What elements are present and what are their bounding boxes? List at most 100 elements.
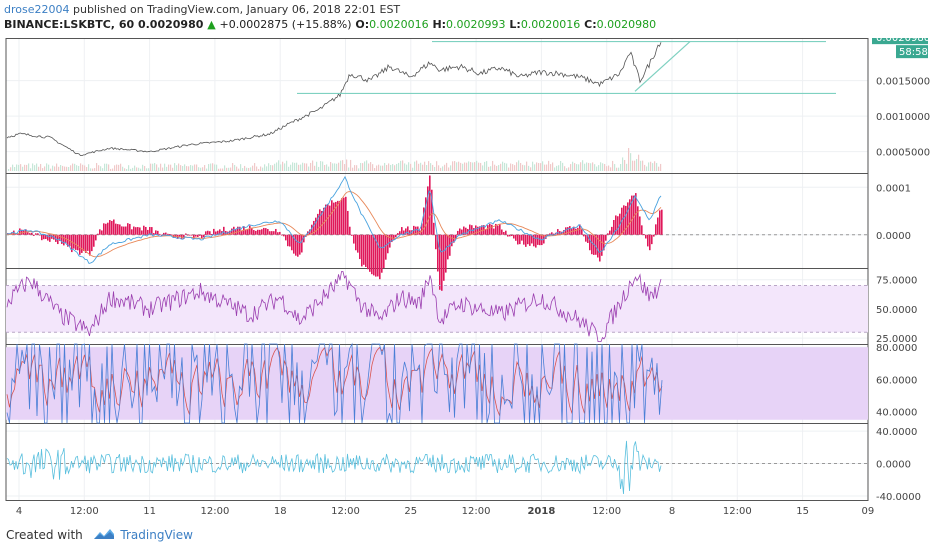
volume-bar [260,166,262,171]
volume-bar [174,163,176,171]
volume-bar [68,167,70,171]
macd-histogram-bar [219,229,221,235]
macd-histogram-bar [141,230,143,235]
x-tick-label: 12:00 [200,506,229,517]
volume-bar [66,166,68,171]
macd-histogram-bar [563,230,565,235]
volume-bar [182,166,184,171]
volume-bar [198,167,200,171]
macd-histogram-bar [19,228,21,235]
volume-bar [224,165,226,171]
volume-bar [580,162,582,171]
chart-area[interactable]: 4 12:00 11 12:00 18 12:00 25 12:00 2018 12:00 8 12:… [0,38,932,518]
macd-histogram-bar [115,223,117,235]
macd-histogram-bar [503,232,505,235]
volume-bar [572,161,574,171]
author-link[interactable]: drose22004 [4,3,70,16]
macd-histogram-bar [589,234,591,251]
macd-histogram-bar [587,234,589,243]
macd-histogram-bar [451,234,453,247]
y-tick-label: 0.0000 [876,460,911,471]
macd-histogram-bar [195,234,197,237]
volume-bar [204,165,206,171]
volume-bar [276,162,278,171]
volume-bar [600,162,602,171]
volume-bar [242,168,244,171]
macd-histogram-bar [101,230,103,235]
macd-histogram-bar [257,229,259,235]
macd-histogram-bar [519,234,521,245]
macd-histogram-bar [281,234,283,236]
macd-histogram-bar [63,234,65,246]
macd-histogram-bar [163,232,165,235]
macd-histogram-bar [421,223,423,235]
volume-bar [338,162,340,171]
macd-histogram-bar [617,216,619,235]
volume-bar [210,163,212,171]
volume-bar [122,166,124,171]
volume-bar [576,164,578,171]
volume-bar [564,166,566,171]
volume-bar [112,168,114,171]
macd-histogram-bar [41,234,43,241]
volume-bar [328,166,330,171]
volume-bar [152,163,154,171]
volume-bar [372,164,374,171]
volume-bar [344,164,346,171]
tradingview-brand[interactable]: TradingView [120,528,193,542]
macd-histogram-bar [343,197,345,235]
volume-bar [208,164,210,171]
tradingview-logo-icon[interactable] [93,527,115,545]
macd-histogram-bar [311,224,313,235]
volume-bar [402,160,404,171]
volume-bar [472,162,474,171]
macd-histogram-bar [83,234,85,251]
macd-histogram-bar [441,234,443,291]
macd-histogram-bar [203,234,205,238]
volume-bar [408,162,410,171]
volume-bar [460,162,462,171]
macd-histogram-bar [27,232,29,235]
macd-histogram-bar [107,222,109,235]
macd-histogram-bar [423,207,425,235]
macd-histogram-bar [187,234,189,236]
volume-bar [172,167,174,171]
volume-bar [474,162,476,171]
volume-bar [110,168,112,171]
trend-line [634,41,691,92]
volume-bar [294,162,296,171]
macd-histogram-bar [247,229,249,235]
volume-bar [420,162,422,171]
x-tick-label: 11 [143,506,156,517]
low-label: L: [509,18,521,31]
macd-histogram-bar [393,234,395,240]
macd-histogram-bar [505,230,507,235]
volume-bar [468,161,470,171]
volume-bar [392,164,394,171]
macd-histogram-bar [213,228,215,235]
macd-histogram-bar [521,234,523,241]
stoch-d-line [6,346,663,417]
volume-bar [480,162,482,171]
macd-histogram-bar [347,210,349,235]
macd-histogram-bar [643,234,645,235]
volume-bar [252,165,254,171]
macd-histogram-bar [607,233,609,235]
close-value: 0.0020980 [596,18,657,31]
macd-histogram-bar [167,233,169,235]
volume-bar [622,157,624,171]
macd-histogram-bar [529,234,531,246]
macd-histogram-bar [37,233,39,235]
published-text: published on TradingView.com, January 06… [72,3,401,16]
volume-bar [558,165,560,171]
volume-bar [90,168,92,171]
macd-histogram-bar [389,234,391,248]
volume-bar [544,164,546,171]
macd-line [6,175,662,265]
volume-bar [390,164,392,171]
macd-histogram-bar [109,220,111,235]
open-label: O: [355,18,370,31]
macd-histogram-bar [429,175,431,235]
volume-bar [34,165,36,171]
macd-histogram-bar [625,205,627,235]
